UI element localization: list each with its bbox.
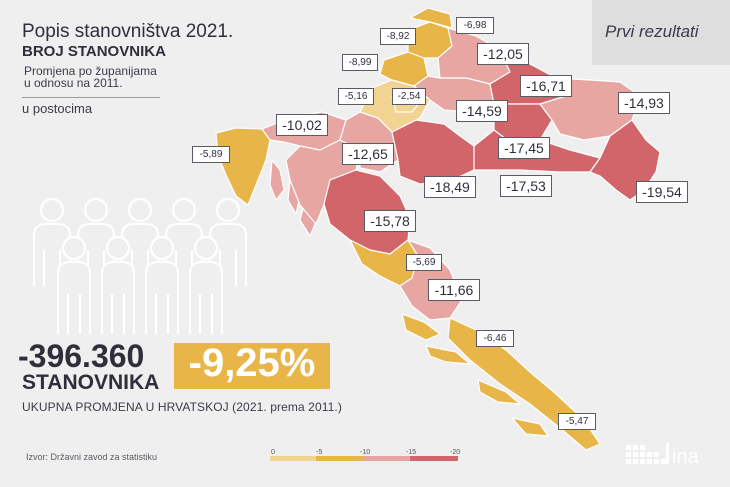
region-sisak-moslavina	[391, 119, 475, 185]
legend-tick: -15	[406, 449, 417, 456]
region-label: -14,59	[456, 100, 508, 122]
total-change-number: -396.360	[18, 338, 145, 374]
person-icon	[100, 235, 136, 334]
region-label: -6,98	[456, 17, 494, 34]
region-label: -5,89	[192, 146, 230, 163]
region-label: -18,49	[424, 176, 476, 198]
legend-band	[316, 456, 363, 461]
region-medimurje	[409, 7, 453, 29]
people-illustration	[32, 197, 248, 334]
region-dalmatian-islands	[401, 313, 549, 437]
total-change-caption: UKUPNA PROMJENA U HRVATSKOJ (2021. prema…	[22, 400, 342, 414]
region-label: -17,45	[498, 137, 550, 159]
legend-band	[410, 456, 458, 461]
legend-tick: -10	[360, 449, 371, 456]
region-label: -2,54	[392, 88, 426, 105]
page-subtitle: BROJ STANOVNIKA	[22, 43, 166, 60]
region-label: -8,99	[342, 54, 378, 71]
person-icon	[144, 235, 180, 334]
region-label: -8,92	[380, 28, 416, 45]
region-label: -10,02	[276, 114, 328, 136]
legend-band	[363, 456, 410, 461]
percent-box	[174, 343, 330, 389]
page-title: Popis stanovništva 2021.	[22, 21, 234, 42]
region-label: -15,78	[364, 210, 416, 232]
region-label: -12,65	[342, 143, 394, 165]
legend-tick: 0	[271, 449, 275, 456]
hina-logo: ina	[626, 443, 700, 467]
legend-tick: -5	[316, 449, 323, 456]
total-change-unit: STANOVNIKA	[22, 371, 160, 394]
description-line-2: u odnosu na 2011.	[24, 76, 123, 90]
region-istria	[215, 127, 271, 206]
badge-background	[592, 0, 730, 65]
divider	[22, 97, 160, 98]
region-label: -16,71	[520, 75, 572, 97]
color-legend	[270, 456, 458, 461]
description-line-1: Promjena po županijama	[24, 64, 157, 78]
region-label: -14,93	[618, 92, 670, 114]
logo-text: ina	[672, 446, 700, 467]
source-note: Izvor: Državni zavod za statistiku	[26, 452, 158, 462]
region-label: -5,69	[406, 254, 442, 271]
legend-tick: -20	[450, 449, 461, 456]
unit-label: u postocima	[22, 101, 93, 116]
legend-band	[270, 456, 316, 461]
total-change-percent: -9,25%	[188, 341, 316, 385]
person-icon	[188, 235, 224, 334]
person-icon	[56, 235, 92, 334]
region-label: -6,46	[476, 330, 514, 347]
region-label: -5,16	[338, 88, 374, 105]
region-label: -12,05	[477, 43, 529, 65]
first-results-badge: Prvi rezultati	[605, 22, 699, 41]
region-label: -17,53	[500, 175, 552, 197]
region-label: -11,66	[428, 279, 480, 301]
region-label: -5,47	[558, 413, 596, 430]
region-label: -19,54	[636, 181, 688, 203]
